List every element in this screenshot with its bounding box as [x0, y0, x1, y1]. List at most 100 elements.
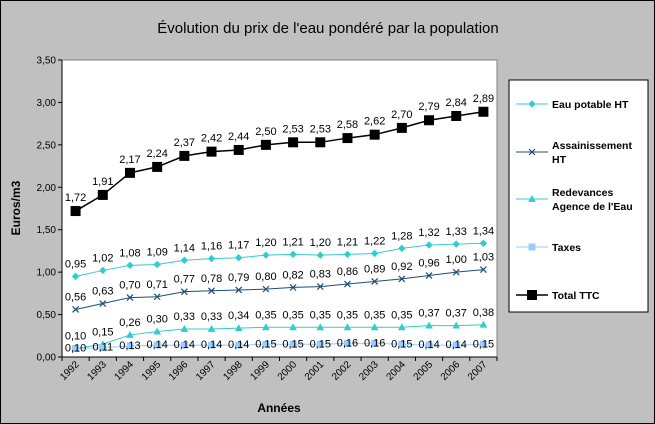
- series-line: [75, 269, 484, 310]
- series-line: [75, 342, 484, 350]
- x-marker: [425, 272, 433, 279]
- data-label: 0,79: [228, 272, 249, 284]
- x-marker: [528, 148, 536, 156]
- triangle-marker: [479, 320, 488, 328]
- square-marker: [398, 340, 406, 348]
- x-tick-label: 1997: [194, 359, 218, 383]
- data-label: 1,22: [364, 235, 385, 247]
- triangle-marker: [180, 324, 189, 332]
- y-tick-label: 0,00: [37, 353, 57, 364]
- data-label: 2,84: [446, 97, 467, 109]
- data-label: 1,17: [228, 240, 249, 252]
- triangle-marker: [126, 330, 134, 338]
- diamond-marker: [398, 244, 406, 253]
- x-tick-label: 1994: [113, 359, 137, 383]
- series-line: [75, 242, 484, 277]
- data-label: 0,15: [282, 338, 303, 350]
- legend-label: Total TTC: [552, 290, 600, 302]
- x-tick-label: 2003: [357, 359, 381, 383]
- data-label: 1,33: [446, 226, 467, 238]
- series-line: [75, 111, 484, 212]
- data-label: 0,14: [228, 339, 249, 351]
- data-label: 2,42: [201, 133, 222, 145]
- data-label: 0,14: [418, 339, 439, 351]
- data-label: 0,96: [418, 258, 439, 270]
- plot-area: [61, 59, 498, 358]
- diamond-marker: [180, 256, 189, 264]
- data-label: 1,20: [255, 237, 276, 249]
- square-marker: [396, 122, 407, 133]
- data-label: 0,35: [337, 309, 358, 321]
- square-marker: [451, 111, 462, 122]
- y-tick-label: 3,50: [37, 56, 57, 67]
- diamond-marker: [207, 254, 216, 263]
- data-label: 0,15: [473, 338, 494, 350]
- square-marker: [343, 339, 351, 347]
- square-marker: [288, 137, 299, 148]
- data-label: 2,62: [364, 116, 385, 128]
- x-tick-label: 1995: [140, 359, 164, 383]
- x-tick-label: 2007: [466, 359, 490, 383]
- data-label: 0,35: [282, 309, 303, 321]
- diamond-marker: [479, 239, 488, 247]
- triangle-marker: [207, 324, 216, 332]
- chart-title: Évolution du prix de l'eau pondéré par l…: [157, 20, 498, 37]
- data-label: 0,30: [146, 314, 167, 326]
- legend-label: Redevances: [552, 187, 613, 199]
- square-marker: [152, 161, 163, 172]
- x-tick-label: 2005: [412, 359, 436, 383]
- data-label: 0,11: [92, 342, 113, 354]
- x-marker: [452, 268, 460, 276]
- square-marker: [478, 106, 489, 117]
- data-label: 0,15: [391, 338, 412, 350]
- y-axis-title: Euros/m3: [9, 180, 23, 235]
- diamond-marker: [153, 260, 161, 269]
- x-marker: [479, 266, 487, 274]
- data-label: 0,33: [201, 311, 222, 323]
- square-marker: [425, 341, 433, 349]
- data-label: 0,70: [119, 280, 140, 292]
- data-label: 0,33: [174, 311, 195, 323]
- data-label: 1,20: [310, 237, 331, 249]
- data-label: 2,70: [391, 109, 412, 121]
- x-tick-label: 2006: [439, 359, 463, 383]
- diamond-marker: [452, 240, 460, 248]
- data-label: 2,53: [282, 123, 303, 135]
- x-marker: [180, 288, 188, 296]
- triangle-marker: [397, 323, 406, 331]
- data-label: 0,80: [255, 271, 276, 283]
- square-marker: [72, 345, 80, 353]
- data-label: 0,13: [119, 340, 140, 352]
- data-label: 0,71: [146, 279, 167, 291]
- y-tick-label: 2,00: [37, 183, 57, 194]
- data-label: 2,24: [146, 148, 167, 160]
- square-marker: [369, 129, 380, 140]
- data-label: 1,03: [473, 252, 494, 264]
- y-tick-label: 2,50: [37, 140, 57, 151]
- data-label: 0,56: [65, 291, 86, 303]
- square-marker: [371, 339, 379, 347]
- triangle-marker: [452, 321, 461, 329]
- x-tick-label: 2001: [303, 359, 327, 383]
- triangle-marker: [262, 323, 270, 331]
- y-tick-label: 0,50: [37, 310, 57, 321]
- data-label: 0,78: [201, 273, 222, 285]
- data-label: 1,08: [119, 247, 140, 259]
- square-marker: [233, 144, 244, 155]
- diamond-marker: [316, 251, 324, 259]
- data-labels-group: 0,95 1,02 1,08 1,09 1,14 1,16 1,17 1,20 1,21 1,20…: [65, 93, 494, 355]
- square-marker: [260, 139, 271, 150]
- square-marker: [316, 340, 324, 348]
- data-label: 1,28: [391, 230, 412, 242]
- data-label: 1,72: [65, 192, 86, 204]
- data-label: 0,15: [310, 338, 331, 350]
- y-tick-label: 1,00: [37, 268, 57, 279]
- square-marker: [262, 340, 270, 348]
- data-label: 0,14: [146, 339, 167, 351]
- x-marker: [99, 300, 107, 307]
- data-label: 0,34: [228, 310, 249, 322]
- triangle-marker: [316, 323, 325, 331]
- data-label: 2,50: [255, 126, 276, 138]
- x-tick-label: 1998: [221, 359, 245, 383]
- legend-label: Taxes: [552, 242, 581, 254]
